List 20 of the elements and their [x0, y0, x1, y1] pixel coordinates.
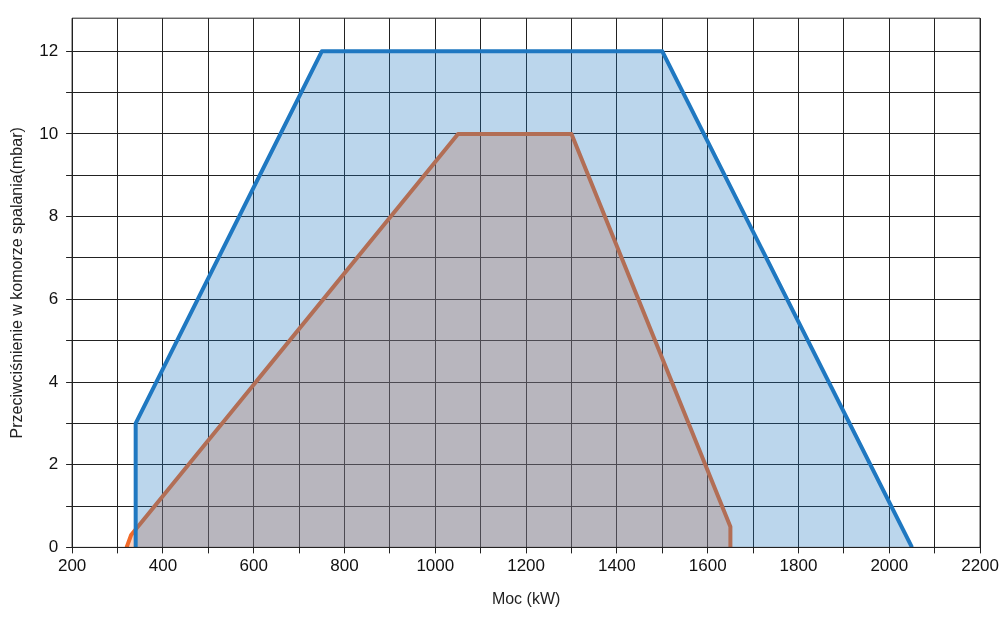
- x-tick-label: 200: [57, 556, 87, 576]
- x-tick-label: 1600: [688, 556, 727, 576]
- x-axis-title: Moc (kW): [491, 589, 561, 607]
- x-tick-label: 1800: [779, 556, 818, 576]
- y-tick-label: 6: [48, 289, 59, 309]
- x-tick-label: 1400: [597, 556, 636, 576]
- x-tick-label: 2000: [870, 556, 909, 576]
- y-tick-label: 12: [39, 40, 59, 60]
- x-tick-label: 600: [239, 556, 268, 576]
- y-axis-title: Przeciwciśnienie w komorze spalania(mbar): [8, 127, 26, 439]
- x-tick-label: 1000: [416, 556, 455, 576]
- x-tick-label: 800: [330, 556, 359, 576]
- x-tick-label: 400: [148, 556, 178, 576]
- y-tick-label: 8: [48, 206, 59, 226]
- y-tick-label: 0: [48, 537, 59, 557]
- x-tick-label: 1200: [507, 556, 546, 576]
- y-tick-label: 2: [48, 454, 59, 474]
- y-tick-label: 10: [39, 123, 59, 143]
- y-tick-label: 4: [48, 371, 59, 391]
- x-tick-label: 2200: [961, 556, 999, 576]
